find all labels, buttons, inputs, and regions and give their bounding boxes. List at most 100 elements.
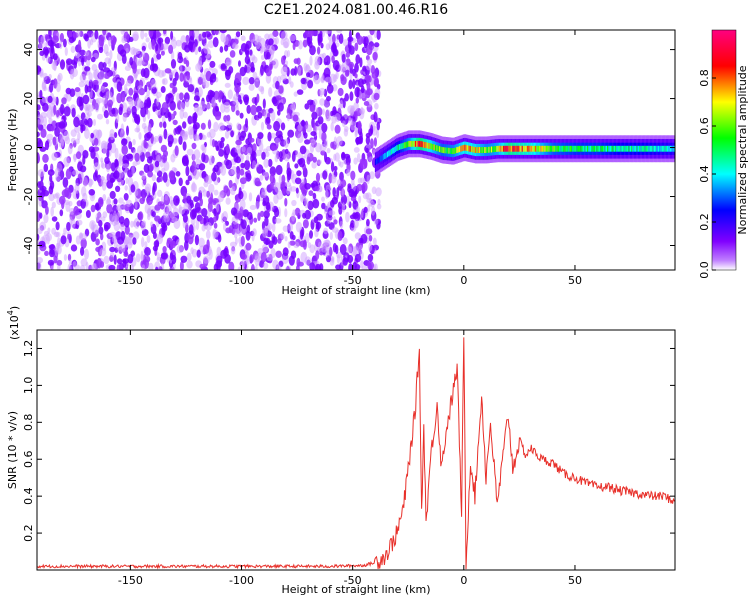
heatmap-noise-cell	[70, 244, 78, 252]
heatmap-noise-cell	[82, 176, 89, 187]
heatmap-ridge-cell	[421, 141, 424, 148]
heatmap-noise-cell	[213, 121, 219, 132]
heatmap-ridge-cell	[567, 145, 569, 152]
heatmap-noise-cell	[93, 162, 101, 171]
heatmap-noise-cell	[76, 30, 81, 38]
heatmap-noise-cell	[126, 80, 132, 87]
heatmap-ridge-cell	[611, 145, 613, 152]
heatmap-noise-cell	[220, 137, 225, 143]
heatmap-ridge-cell	[545, 145, 548, 152]
heatmap-noise-cell	[193, 122, 200, 130]
y-tick-label: 40	[22, 43, 35, 57]
heatmap-noise-cell	[261, 187, 267, 196]
snr-x-axis-label: Height of straight line (km)	[281, 583, 430, 596]
y-tick-label: 20	[22, 92, 35, 106]
heatmap-noise-cell	[155, 266, 159, 270]
heatmap-noise-cell	[281, 187, 287, 194]
heatmap-noise-cell	[284, 154, 290, 162]
heatmap-noise-cell	[170, 199, 174, 207]
heatmap-noise-cell	[80, 246, 85, 256]
heatmap-noise-cell	[274, 207, 280, 218]
heatmap-noise-cell	[271, 222, 276, 233]
heatmap-noise-cell	[241, 219, 247, 230]
heatmap-noise-cell	[231, 103, 236, 113]
heatmap-noise-cell	[294, 207, 301, 217]
heatmap-ridge-cell	[464, 144, 466, 151]
heatmap-ridge-cell	[612, 145, 614, 152]
heatmap-noise-cell	[301, 195, 307, 202]
heatmap-noise-cell	[336, 187, 340, 198]
heatmap-noise-cell	[186, 260, 193, 269]
heatmap-noise-cell	[97, 129, 102, 139]
heatmap-noise-cell	[217, 194, 224, 203]
heatmap-noise-cell	[174, 71, 179, 81]
heatmap-noise-cell	[52, 136, 57, 146]
heatmap-noise-cell	[110, 142, 117, 154]
heatmap-noise-cell	[185, 165, 190, 177]
heatmap-ridge-cell	[563, 145, 565, 152]
heatmap-noise-cell	[161, 195, 165, 205]
heatmap-noise-cell	[141, 237, 145, 248]
heatmap-noise-cell	[82, 192, 88, 202]
heatmap-noise-cell	[109, 49, 113, 60]
heatmap-noise-cell	[167, 113, 172, 122]
heatmap-noise-cell	[95, 238, 100, 246]
heatmap-noise-cell	[219, 30, 227, 34]
heatmap-ridge-cell	[398, 144, 401, 150]
heatmap-noise-cell	[317, 159, 322, 165]
heatmap-noise-cell	[59, 59, 66, 70]
heatmap-noise-cell	[248, 77, 255, 85]
heatmap-ridge-cell	[493, 146, 496, 153]
heatmap-noise-cell	[360, 85, 365, 94]
heatmap-ridge-cell	[607, 145, 609, 152]
heatmap-ridge-cell	[410, 140, 413, 147]
heatmap-noise-cell	[356, 87, 360, 98]
heatmap-noise-cell	[307, 79, 314, 89]
heatmap-noise-cell	[348, 61, 355, 69]
heatmap-noise-cell	[300, 77, 306, 85]
heatmap-ridge-cell	[425, 142, 428, 149]
heatmap-ridge-cell	[585, 145, 588, 152]
heatmap-noise-cell	[63, 227, 67, 235]
heatmap-noise-cell	[330, 122, 334, 132]
heatmap-noise-cell	[103, 110, 109, 119]
heatmap-noise-cell	[257, 212, 261, 222]
heatmap-noise-cell	[166, 205, 172, 216]
heatmap-noise-cell	[215, 105, 219, 112]
heatmap-noise-cell	[179, 102, 186, 112]
heatmap-noise-cell	[248, 137, 255, 143]
heatmap-noise-cell	[313, 74, 321, 85]
heatmap-noise-cell	[365, 90, 371, 99]
heatmap-noise-cell	[288, 76, 292, 85]
heatmap-noise-cell	[125, 47, 129, 54]
heatmap-ridge-cell	[478, 147, 481, 153]
heatmap-noise-cell	[263, 111, 267, 119]
heatmap-noise-cell	[280, 122, 286, 131]
heatmap-noise-cell	[182, 111, 188, 119]
heatmap-noise-cell	[230, 130, 235, 138]
heatmap-noise-cell	[66, 189, 72, 200]
heatmap-noise-cell	[326, 95, 331, 102]
heatmap-noise-cell	[219, 46, 224, 53]
heatmap-ridge-cell	[396, 145, 398, 152]
heatmap-noise-cell	[193, 95, 200, 102]
heatmap-noise-cell	[65, 201, 71, 212]
heatmap-noise-cell	[291, 199, 297, 207]
heatmap-noise-cell	[312, 198, 320, 209]
heatmap-noise-cell	[39, 180, 44, 191]
heatmap-noise-cell	[348, 188, 355, 198]
heatmap-noise-cell	[275, 250, 282, 258]
heatmap-noise-cell	[39, 212, 43, 219]
heatmap-ridge-cell	[628, 145, 630, 152]
heatmap-noise-cell	[152, 231, 157, 239]
heatmap-noise-cell	[329, 246, 333, 257]
heatmap-noise-cell	[119, 224, 126, 231]
heatmap-ridge-cell	[376, 158, 378, 165]
heatmap-noise-cell	[336, 30, 343, 34]
heatmap-noise-cell	[135, 97, 142, 108]
heatmap-ridge-cell	[552, 145, 554, 152]
heatmap-ridge-cell	[587, 145, 589, 152]
heatmap-noise-cell	[262, 98, 266, 109]
heatmap-noise-cell	[90, 204, 96, 213]
